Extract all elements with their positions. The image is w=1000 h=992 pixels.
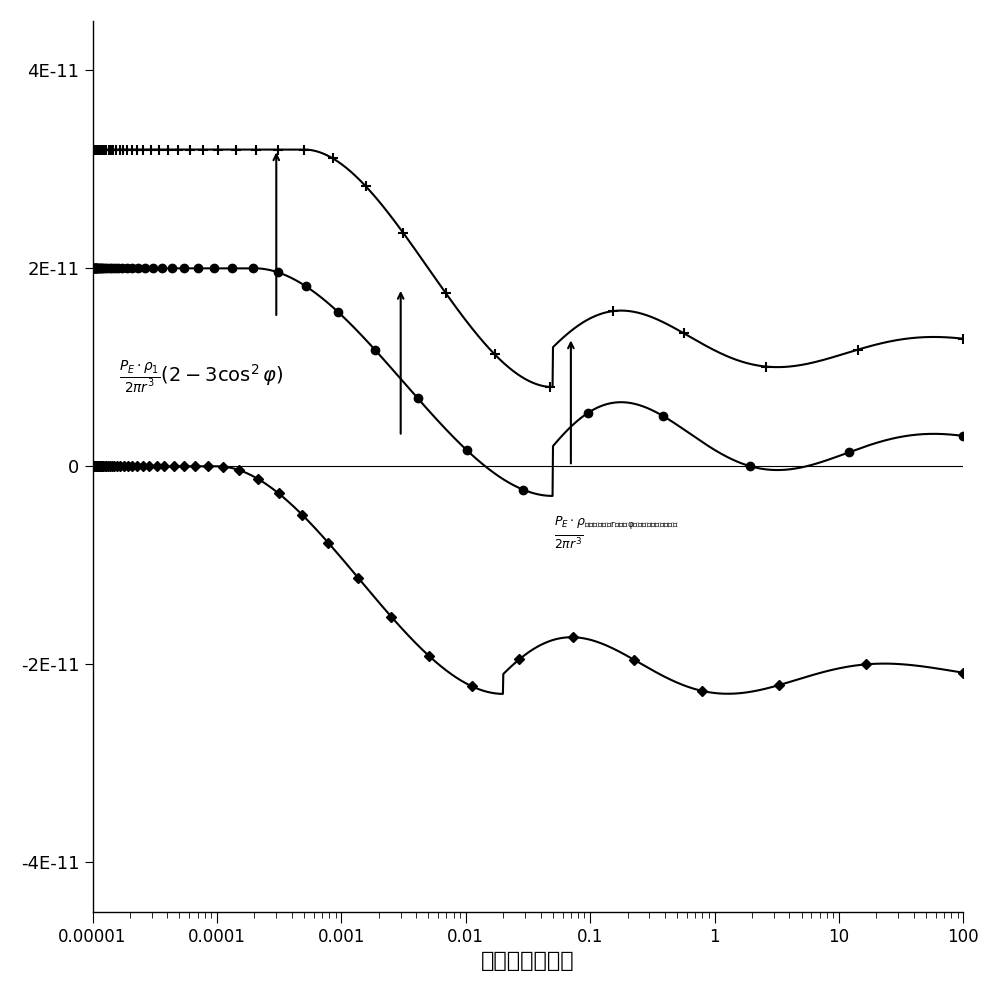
X-axis label: 延迟时间（秒）: 延迟时间（秒） [481,951,575,971]
Text: $\frac{P_E \cdot \rho_1}{2\pi r^3}(2-3\cos^2\varphi)$: $\frac{P_E \cdot \rho_1}{2\pi r^3}(2-3\c… [119,359,283,395]
Text: $P_E \cdot \rho_{\rm 属于收发距为r角度为\varphi 的几何电测深视电阻率}$
$\overline{2\pi r^3}$: $P_E \cdot \rho_{\rm 属于收发距为r角度为\varphi 的… [554,514,679,552]
